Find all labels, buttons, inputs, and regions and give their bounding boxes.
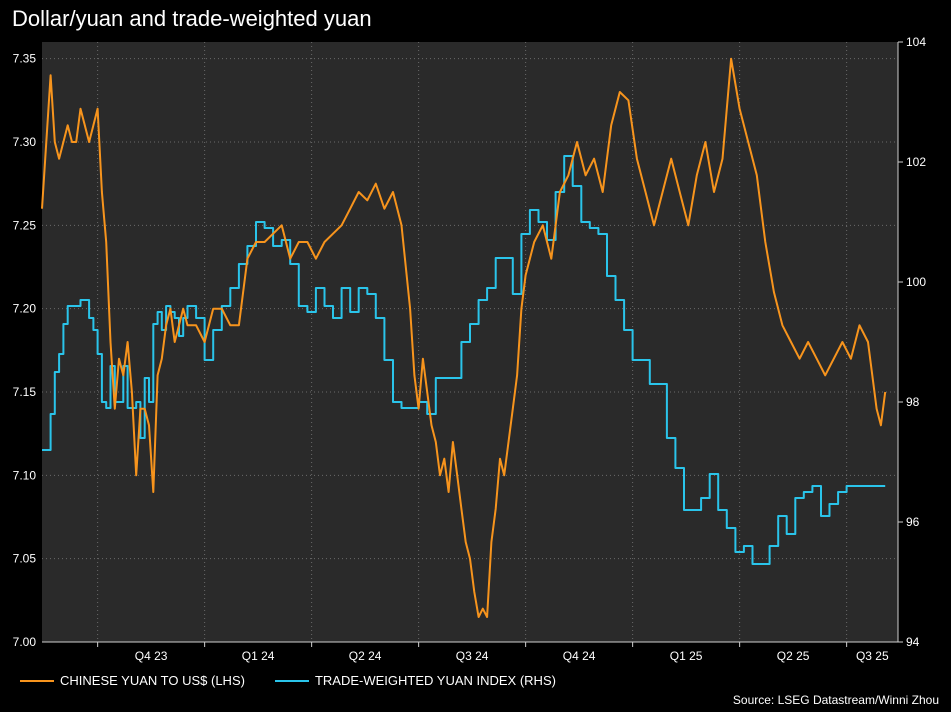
left-tick-label: 7.35 xyxy=(13,52,37,66)
x-tick-label: Q4 23 xyxy=(135,649,168,663)
right-axis-ticks: 94 96 98 100 102 104 xyxy=(898,35,926,649)
x-tick-label: Q3 25 xyxy=(856,649,889,663)
legend-item-twi: TRADE-WEIGHTED YUAN INDEX (RHS) xyxy=(274,673,556,688)
right-tick-label: 102 xyxy=(906,155,926,169)
left-tick-label: 7.30 xyxy=(13,135,37,149)
legend-label-usdcny: CHINESE YUAN TO US$ (LHS) xyxy=(60,673,245,688)
right-tick-label: 94 xyxy=(906,635,920,649)
left-tick-label: 7.05 xyxy=(13,552,37,566)
left-tick-label: 7.25 xyxy=(13,218,37,232)
legend-item-usdcny: CHINESE YUAN TO US$ (LHS) xyxy=(20,673,245,688)
legend: CHINESE YUAN TO US$ (LHS) TRADE-WEIGHTED… xyxy=(20,673,556,688)
x-tick-label: Q2 24 xyxy=(349,649,382,663)
legend-swatch-usdcny xyxy=(20,679,54,682)
left-tick-label: 7.20 xyxy=(13,302,37,316)
x-tick-label: Q1 24 xyxy=(242,649,275,663)
source-note: Source: LSEG Datastream/Winni Zhou xyxy=(732,693,939,707)
x-tick-label: Q3 24 xyxy=(456,649,489,663)
left-tick-label: 7.10 xyxy=(13,468,37,482)
right-tick-label: 96 xyxy=(906,515,920,529)
grid xyxy=(42,42,898,642)
series-layer xyxy=(41,57,887,618)
series-line-trade-weighted xyxy=(42,155,886,565)
x-axis-ticks: Q4 23 Q1 24 Q2 24 Q3 24 Q4 24 Q1 25 Q2 25 Q3 25 xyxy=(97,642,889,663)
x-tick-label: Q2 25 xyxy=(777,649,810,663)
right-tick-label: 98 xyxy=(906,395,920,409)
left-tick-label: 7.15 xyxy=(13,385,37,399)
chart-title: Dollar/yuan and trade-weighted yuan xyxy=(12,6,372,31)
x-tick-label: Q4 24 xyxy=(563,649,596,663)
right-tick-label: 104 xyxy=(906,35,926,49)
left-tick-label: 7.00 xyxy=(13,635,37,649)
right-tick-label: 100 xyxy=(906,275,926,289)
legend-label-twi: TRADE-WEIGHTED YUAN INDEX (RHS) xyxy=(314,673,556,688)
left-axis-ticks: 7.00 7.05 7.10 7.15 7.20 7.25 7.30 7.35 xyxy=(13,52,37,649)
series-line-usdcny xyxy=(41,57,887,618)
legend-swatch-twi xyxy=(274,679,309,682)
x-tick-label: Q1 25 xyxy=(670,649,703,663)
